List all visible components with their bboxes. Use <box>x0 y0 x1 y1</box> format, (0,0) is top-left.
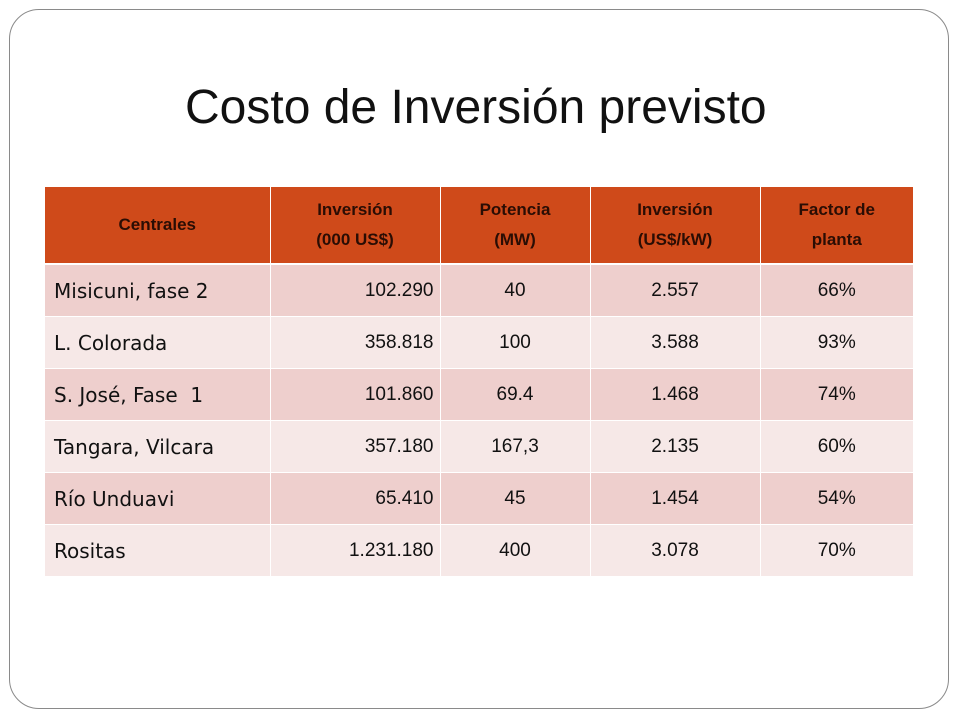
cell-inversion: 358.818 <box>270 316 441 369</box>
header-inversion-line1: Inversión <box>317 200 393 219</box>
cell-inversion-kw: 2.557 <box>590 264 761 317</box>
cell-inversion-kw: 2.135 <box>590 420 761 473</box>
table-row: S. José, Fase 1 101.860 69.4 1.468 74% <box>45 368 913 421</box>
cell-central: Tangara, Vilcara <box>45 420 271 473</box>
cell-inversion: 65.410 <box>270 472 441 525</box>
cell-factor: 66% <box>760 264 913 317</box>
cell-inversion-kw: 1.468 <box>590 368 761 421</box>
header-potencia-line1: Potencia <box>479 200 551 219</box>
table-row: Río Unduavi 65.410 45 1.454 54% <box>45 472 913 525</box>
cell-inversion-kw: 1.454 <box>590 472 761 525</box>
cell-factor: 74% <box>760 368 913 421</box>
table-row: L. Colorada 358.818 100 3.588 93% <box>45 316 913 369</box>
cell-factor: 93% <box>760 316 913 369</box>
header-factor-line2: planta <box>811 230 862 249</box>
cell-central: S. José, Fase 1 <box>45 368 271 421</box>
header-potencia-line2: (MW) <box>494 230 536 249</box>
investment-table: Centrales Inversión (000 US$) Potencia (… <box>45 187 913 577</box>
cell-potencia: 40 <box>440 264 591 317</box>
cell-factor: 54% <box>760 472 913 525</box>
header-centrales: Centrales <box>45 187 271 265</box>
header-inversion-line2: (000 US$) <box>316 230 394 249</box>
table-row: Tangara, Vilcara 357.180 167,3 2.135 60% <box>45 420 913 473</box>
cell-central: Río Unduavi <box>45 472 271 525</box>
table-row: Misicuni, fase 2 102.290 40 2.557 66% <box>45 264 913 317</box>
cell-potencia: 100 <box>440 316 591 369</box>
header-row: Centrales Inversión (000 US$) Potencia (… <box>45 187 913 265</box>
cell-inversion: 102.290 <box>270 264 441 317</box>
header-centrales-label: Centrales <box>118 215 196 234</box>
cell-potencia: 167,3 <box>440 420 591 473</box>
header-potencia: Potencia (MW) <box>440 187 591 265</box>
cell-central: Rositas <box>45 524 271 577</box>
cell-central: L. Colorada <box>45 316 271 369</box>
table-row: Rositas 1.231.180 400 3.078 70% <box>45 524 913 577</box>
header-inversion-kw-line2: (US$/kW) <box>637 230 713 249</box>
cell-potencia: 400 <box>440 524 591 577</box>
cell-inversion: 1.231.180 <box>270 524 441 577</box>
header-inversion-kw-line1: Inversión <box>637 200 713 219</box>
table-header: Centrales Inversión (000 US$) Potencia (… <box>45 187 913 265</box>
header-factor-line1: Factor de <box>798 200 876 219</box>
cell-inversion: 101.860 <box>270 368 441 421</box>
slide-title: Costo de Inversión previsto <box>185 81 767 134</box>
cell-factor: 60% <box>760 420 913 473</box>
cell-factor: 70% <box>760 524 913 577</box>
header-inversion-kw: Inversión (US$/kW) <box>590 187 761 265</box>
header-inversion: Inversión (000 US$) <box>270 187 441 265</box>
cell-potencia: 69.4 <box>440 368 591 421</box>
header-factor-planta: Factor de planta <box>760 187 913 265</box>
cell-inversion: 357.180 <box>270 420 441 473</box>
cell-potencia: 45 <box>440 472 591 525</box>
cell-central: Misicuni, fase 2 <box>45 264 271 317</box>
cell-inversion-kw: 3.588 <box>590 316 761 369</box>
table-body: Misicuni, fase 2 102.290 40 2.557 66% L.… <box>45 264 913 577</box>
cell-inversion-kw: 3.078 <box>590 524 761 577</box>
